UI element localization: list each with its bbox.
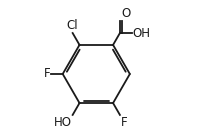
- Text: HO: HO: [54, 116, 72, 129]
- Text: OH: OH: [133, 27, 151, 40]
- Text: F: F: [121, 116, 127, 129]
- Text: F: F: [44, 68, 50, 80]
- Text: Cl: Cl: [67, 19, 78, 32]
- Text: O: O: [121, 7, 130, 20]
